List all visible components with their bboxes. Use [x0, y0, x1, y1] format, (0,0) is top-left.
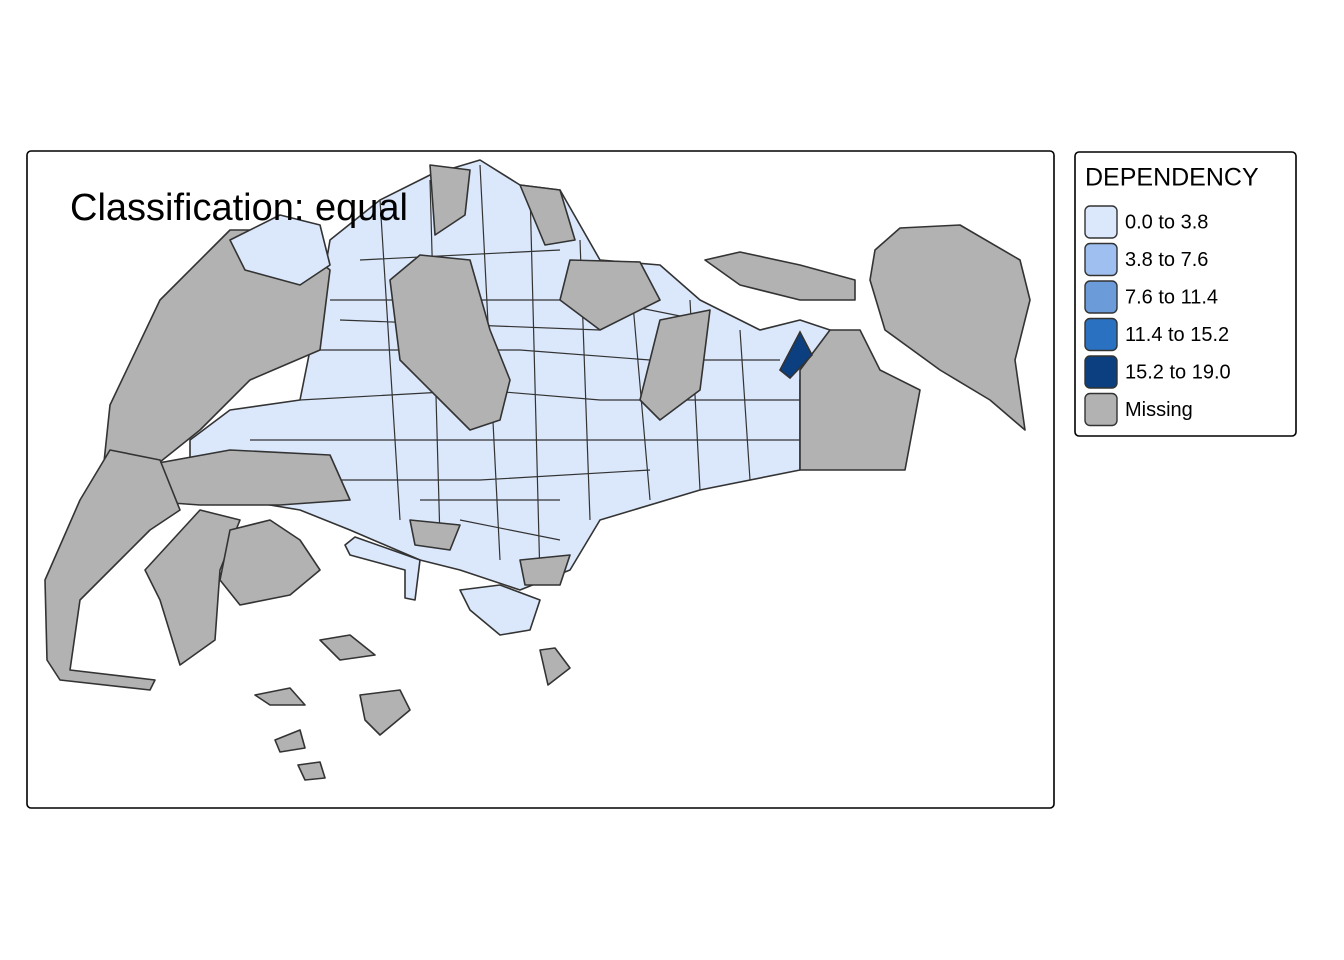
south-zone: [409, 519, 461, 551]
southwest-island: [144, 509, 241, 666]
legend-label: 11.4 to 15.2: [1125, 324, 1229, 346]
southern-island: [274, 729, 306, 753]
pulau-ubin: [704, 251, 856, 301]
legend-swatch: [1084, 242, 1118, 277]
east-zone: [639, 309, 711, 421]
legend-title: DEPENDENCY: [1085, 164, 1259, 192]
legend-label: 7.6 to 11.4: [1125, 286, 1218, 308]
north-zone: [519, 184, 576, 246]
north-zone: [429, 164, 471, 236]
legend-box: [1074, 151, 1297, 437]
legend-label: 0.0 to 3.8: [1125, 211, 1208, 233]
port-zone: [344, 536, 421, 601]
southern-island: [297, 761, 326, 781]
legend-label: Missing: [1125, 399, 1193, 421]
legend-swatch: [1084, 392, 1118, 427]
southwest-island: [219, 519, 321, 606]
northwest-zone: [229, 214, 331, 286]
southern-island: [359, 689, 411, 736]
jurong-island: [44, 449, 181, 691]
legend-label: 3.8 to 7.6: [1125, 249, 1208, 271]
central-catchment: [389, 254, 511, 431]
legend-swatch: [1084, 280, 1118, 314]
southern-island: [539, 647, 571, 686]
changi: [799, 329, 921, 471]
south-zone: [519, 554, 571, 586]
pulau-tekong: [869, 224, 1031, 431]
sentosa: [459, 584, 541, 636]
legend-label: 15.2 to 19.0: [1125, 361, 1231, 383]
legend-items: 0.0 to 3.8 3.8 to 7.6 7.6 to 11.4 11.4 to 1…: [1084, 205, 1231, 427]
northeast-zone: [559, 259, 661, 331]
map-shapes: [44, 159, 1031, 781]
southern-island: [254, 687, 306, 706]
legend-swatch: [1084, 355, 1118, 389]
highlight-zone: [778, 330, 813, 380]
southern-island: [319, 634, 376, 661]
main-island: [189, 159, 841, 591]
legend-swatch: [1084, 205, 1118, 239]
map-title: Classification: equal: [70, 187, 408, 229]
legend-swatch: [1084, 317, 1118, 352]
